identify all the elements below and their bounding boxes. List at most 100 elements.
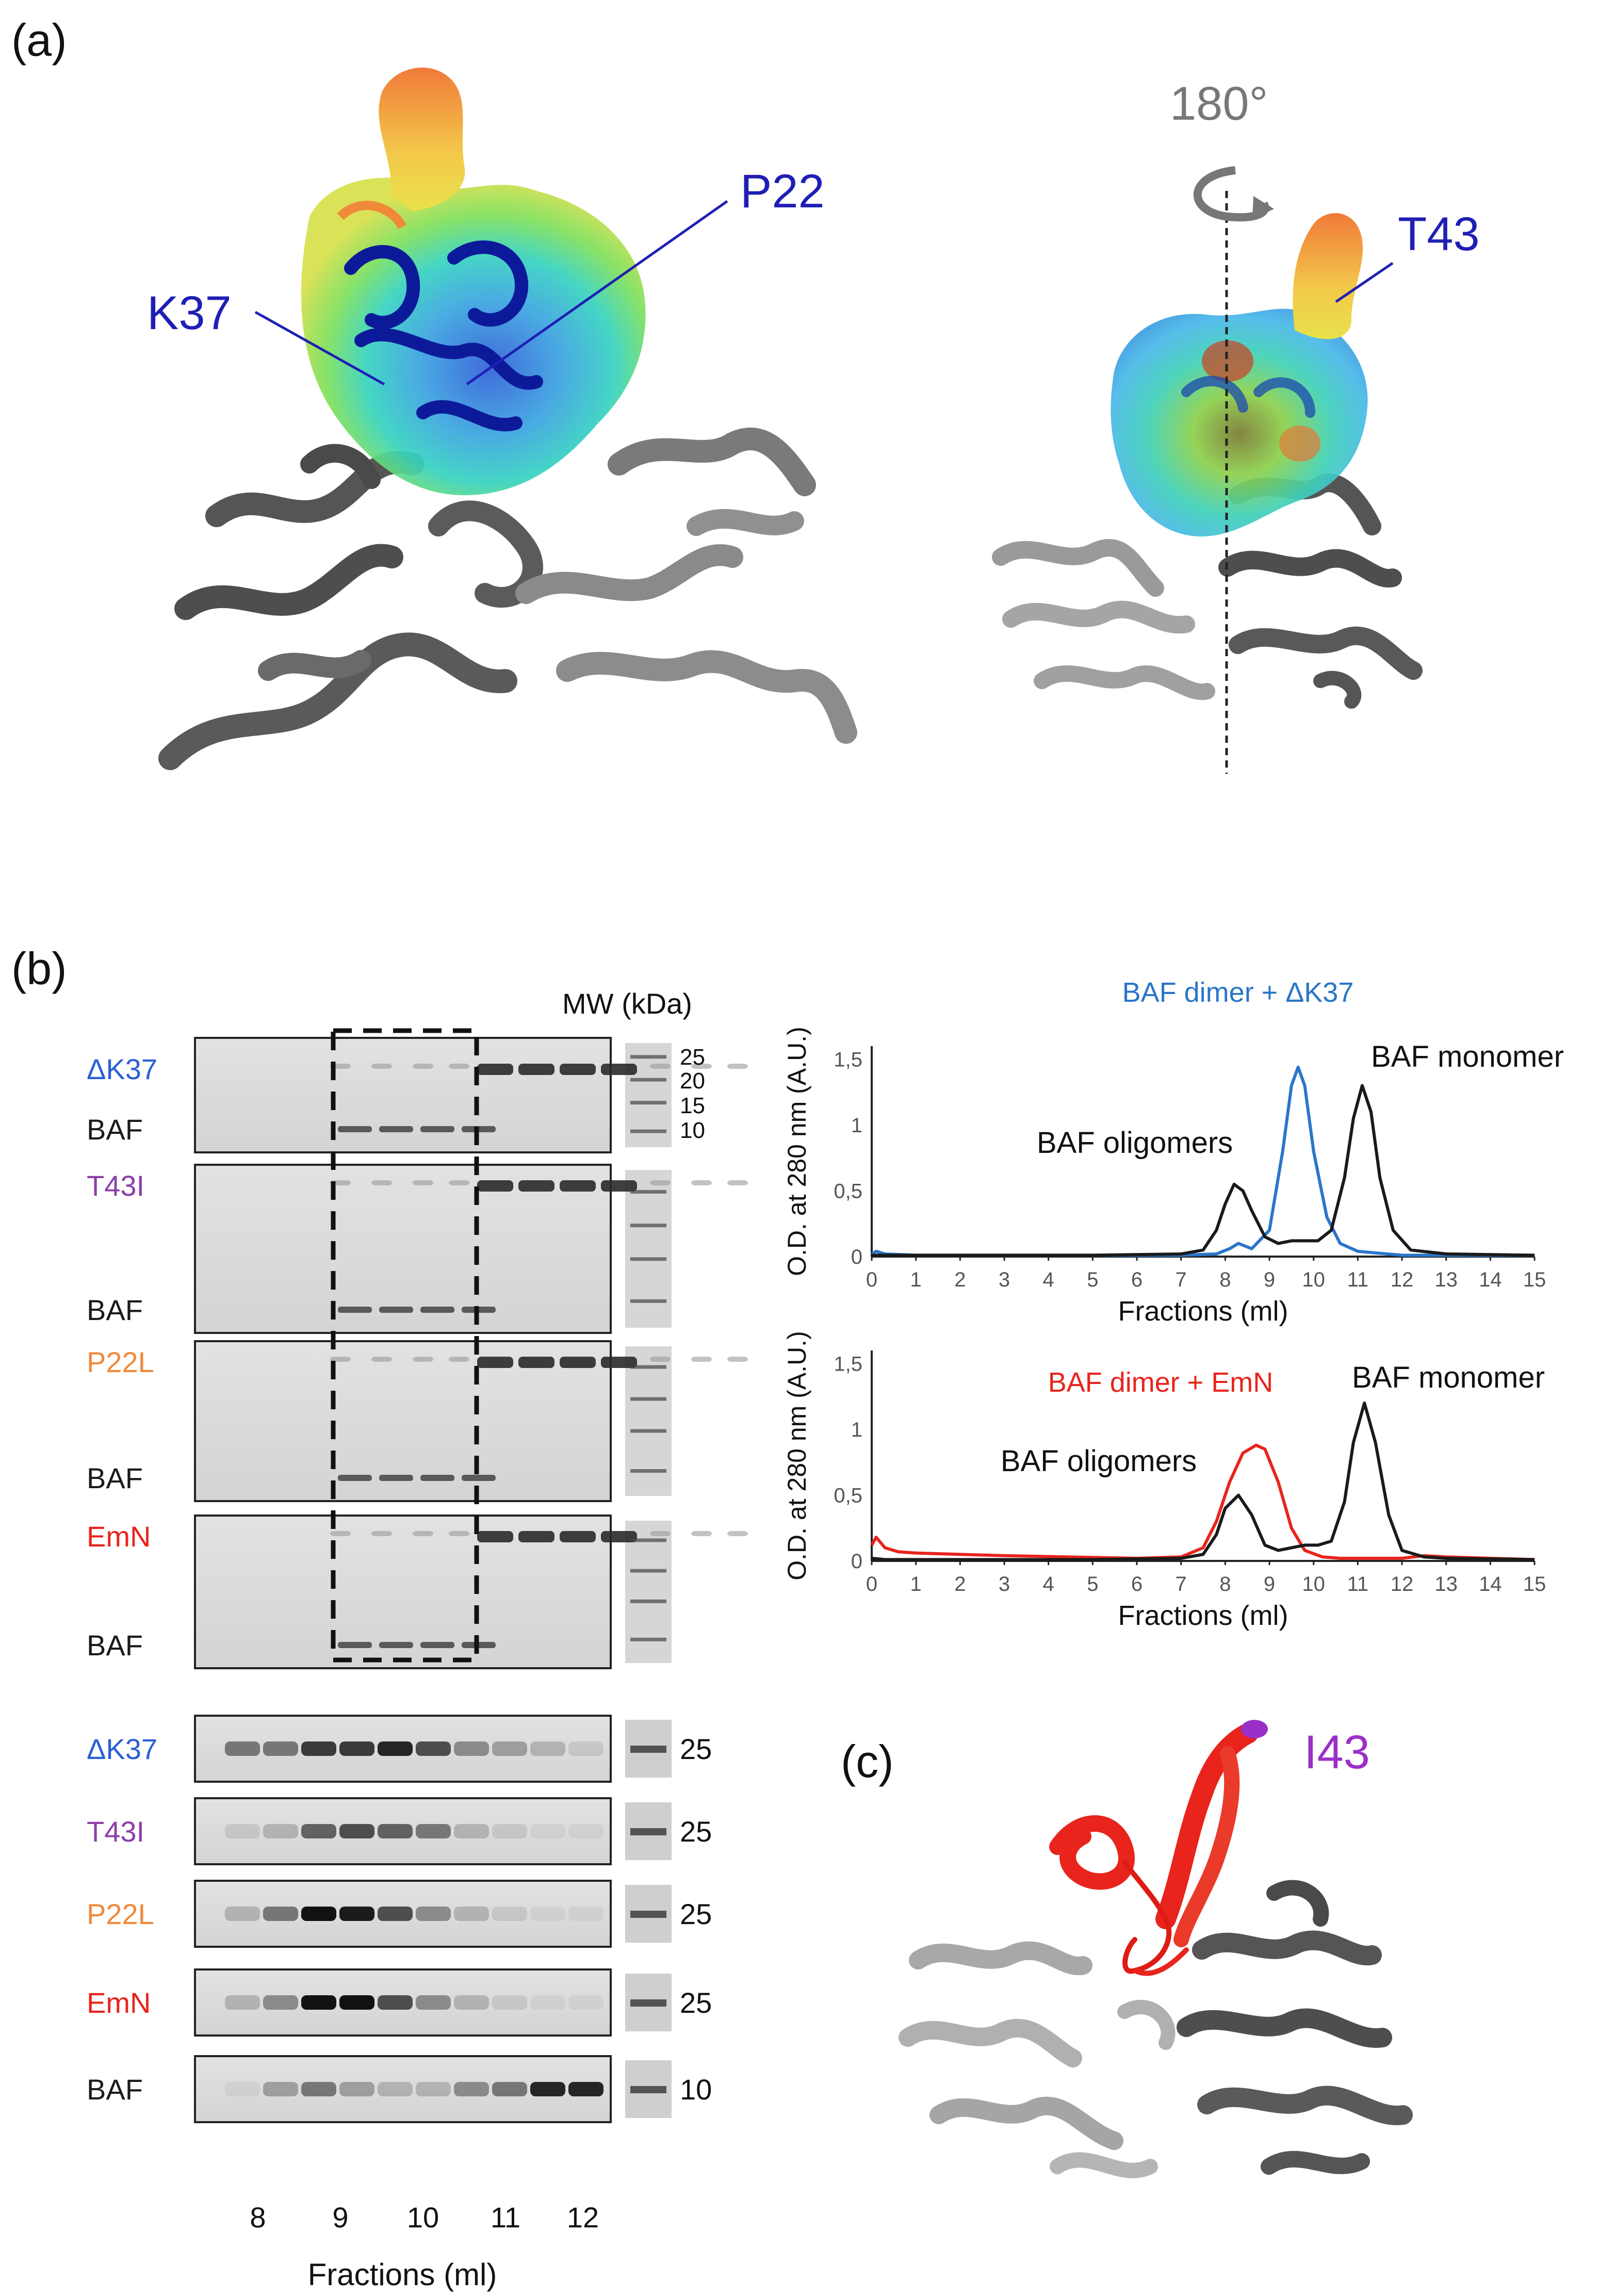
- gel-band: [378, 1995, 413, 2010]
- x-tick-label: 4: [1043, 1268, 1054, 1291]
- gel-bottom: ΔK37 25 T43I 25 P22L 25 EmN 25 BAF 10 8 9 10 11 12: [87, 1715, 712, 2234]
- gel-band: [225, 1741, 260, 1756]
- x-tick-label: 5: [1087, 1573, 1098, 1595]
- gel-band: [338, 1126, 372, 1132]
- marker-band: [630, 1055, 666, 1059]
- baf-label: BAF: [87, 1462, 143, 1494]
- x-tick-label: 12: [1391, 1268, 1414, 1291]
- gel-band: [263, 2082, 298, 2096]
- gel-band: [339, 1907, 374, 1921]
- gel-band: [413, 1531, 433, 1536]
- gel-band: [449, 1180, 469, 1185]
- strip-variant-label: P22L: [87, 1898, 154, 1930]
- marker-band: [630, 1299, 666, 1303]
- marker-band: [630, 1746, 666, 1753]
- gel-band: [416, 1907, 451, 1921]
- baf-label: BAF: [87, 1629, 143, 1662]
- gel-band: [518, 1064, 554, 1075]
- gel-band: [339, 1741, 374, 1756]
- gel-band: [420, 1126, 454, 1132]
- gel-band: [477, 1357, 513, 1368]
- gel-x-tick: 8: [250, 2201, 266, 2234]
- gel-band: [416, 1741, 451, 1756]
- gel-band: [601, 1180, 637, 1192]
- marker-band: [630, 1365, 666, 1369]
- gel-band: [263, 1907, 298, 1921]
- x-tick-label: 4: [1043, 1573, 1054, 1595]
- gel-band: [530, 2082, 565, 2096]
- x-tick-label: 7: [1176, 1573, 1187, 1595]
- gel-band: [420, 1475, 454, 1481]
- marker-band: [630, 1569, 666, 1573]
- y-tick-label: 0,5: [834, 1180, 862, 1203]
- marker-band: [630, 1429, 666, 1433]
- variant-label: EmN: [87, 1520, 151, 1553]
- gel-band: [727, 1531, 748, 1536]
- strip-variant-label: EmN: [87, 1986, 151, 2019]
- marker-band: [630, 1257, 666, 1261]
- gel-band: [449, 1064, 469, 1069]
- series-line: [870, 1443, 1535, 1561]
- x-tick-label: 3: [999, 1268, 1010, 1291]
- baf-label: BAF: [87, 1294, 143, 1326]
- marker-band: [630, 1101, 666, 1105]
- gel-band: [530, 1907, 565, 1921]
- gel-band: [691, 1531, 712, 1536]
- gel-blot: [194, 1037, 612, 1153]
- annotation-monomer: BAF monomer: [1352, 1361, 1545, 1394]
- gel-band: [492, 1995, 527, 2010]
- baf-dimer-ribbon-left: [158, 428, 857, 770]
- marker-band: [630, 1224, 666, 1228]
- gel-band: [338, 1475, 372, 1481]
- strip-mw-label: 25: [680, 1815, 712, 1848]
- residue-t43-label: T43: [1398, 208, 1480, 260]
- gel-band: [301, 1741, 336, 1756]
- mw-marker-label: 20: [680, 1068, 705, 1094]
- gel-band: [477, 1531, 513, 1542]
- gel-band: [263, 1741, 298, 1756]
- gel-band: [371, 1064, 392, 1069]
- gel-band: [727, 1180, 748, 1185]
- gel-band: [413, 1064, 433, 1069]
- gel-band: [225, 1995, 260, 2010]
- x-tick-label: 1: [910, 1268, 922, 1291]
- annotation-oligomers: BAF oligomers: [1037, 1126, 1233, 1160]
- emerin-surface-left: [254, 68, 728, 495]
- gel-band: [330, 1531, 351, 1536]
- marker-band: [630, 1469, 666, 1473]
- strip-mw-label: 25: [680, 1898, 712, 1930]
- gel-band: [416, 1995, 451, 2010]
- y-axis-label: O.D. at 280 nm (A.U.): [782, 1331, 811, 1580]
- series-line: [871, 1402, 1535, 1561]
- x-tick-label: 14: [1479, 1268, 1502, 1291]
- gel-band: [338, 1307, 372, 1313]
- mw-header: MW (kDa): [562, 987, 692, 1020]
- x-tick-label: 8: [1219, 1268, 1231, 1291]
- x-tick-label: 11: [1347, 1573, 1369, 1595]
- series-line: [872, 1084, 1535, 1257]
- gel-band: [601, 1357, 637, 1368]
- x-tick-label: 0: [866, 1573, 877, 1595]
- marker-band: [630, 1129, 666, 1133]
- gel-band: [568, 1995, 603, 2010]
- x-tick-label: 6: [1131, 1573, 1143, 1595]
- gel-band: [413, 1357, 433, 1362]
- gel-x-tick: 11: [491, 2201, 520, 2234]
- gel-band: [601, 1531, 637, 1542]
- gel-band: [371, 1180, 392, 1185]
- gel-band: [330, 1357, 351, 1362]
- gel-band: [420, 1307, 454, 1313]
- marker-band: [630, 1828, 666, 1835]
- x-tick-label: 9: [1264, 1268, 1275, 1291]
- gel-band: [339, 1995, 374, 2010]
- gel-band: [650, 1531, 671, 1536]
- marker-band: [630, 1078, 666, 1082]
- y-tick-label: 1,5: [834, 1049, 862, 1071]
- gel-band: [601, 1064, 637, 1075]
- gel-blot: [194, 1164, 612, 1334]
- gel-band: [413, 1180, 433, 1185]
- gel-band: [560, 1180, 596, 1192]
- gel-band: [378, 2082, 413, 2096]
- strip-mw-label: 10: [680, 2073, 712, 2106]
